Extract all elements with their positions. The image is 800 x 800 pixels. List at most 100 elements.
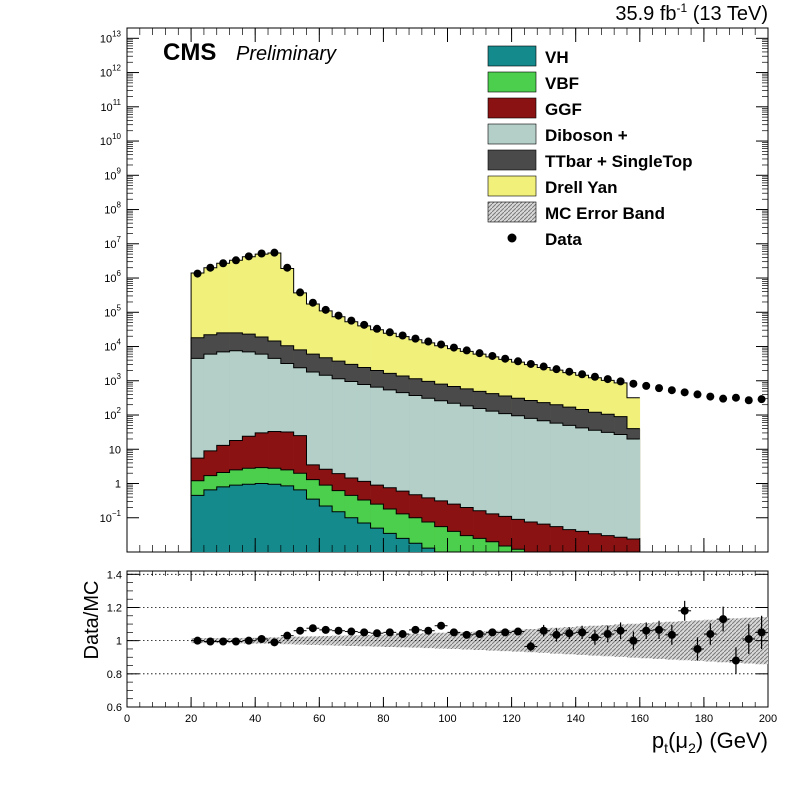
histogram-bar: [344, 517, 359, 552]
histogram-bar: [447, 531, 461, 552]
ratio-data-point: [565, 629, 574, 638]
x-tick-label: 40: [249, 713, 261, 725]
data-point: [231, 256, 240, 265]
data-point: [552, 365, 561, 374]
legend-label: MC Error Band: [545, 204, 665, 223]
y-tick-label: 1: [115, 479, 121, 491]
histogram-outline: [190, 350, 640, 552]
histogram-bar: [409, 543, 423, 552]
histogram-bar: [203, 489, 218, 552]
data-point: [347, 316, 356, 325]
data-point: [244, 252, 253, 261]
ratio-data-point: [283, 631, 292, 640]
x-axis-title: pt(μ2) (GeV): [652, 728, 768, 756]
data-point: [488, 351, 497, 360]
ratio-data-point: [308, 624, 317, 633]
ratio-data-point: [719, 615, 728, 624]
ratio-data-point: [296, 626, 305, 635]
x-tick-label: 80: [377, 713, 389, 725]
ratio-data-point: [385, 628, 394, 637]
cms-label: CMS: [163, 39, 216, 66]
histogram-bar: [421, 548, 435, 552]
ratio-data-point: [539, 626, 548, 635]
histogram-bar: [383, 533, 397, 552]
histogram-outline: [190, 467, 640, 552]
ratio-data-point: [731, 656, 740, 665]
data-point: [475, 349, 484, 358]
data-point: [270, 248, 279, 257]
y-tick-label: 1011: [100, 98, 121, 114]
histogram-outline: [190, 483, 640, 552]
data-point: [719, 394, 728, 403]
x-tick-label: 20: [185, 713, 197, 725]
histogram-bar: [601, 535, 615, 552]
histogram-bar: [550, 423, 564, 552]
ratio-y-tick-label: 1.4: [107, 569, 122, 581]
data-point: [193, 269, 202, 278]
ratio-axes: 0.6 0.8 1 1.2 1.4 0 20 40 60 80 100 120 140 160 180 200: [107, 569, 777, 725]
x-tick-label: 180: [695, 713, 713, 725]
data-point: [680, 388, 689, 397]
histogram-bar: [537, 524, 551, 552]
histogram-bar: [575, 531, 589, 552]
x-tick-label: 160: [631, 713, 649, 725]
data-point: [603, 375, 612, 384]
preliminary-label: Preliminary: [236, 43, 337, 65]
ratio-y-axis-title: Data/MC: [81, 581, 103, 660]
data-point: [757, 395, 766, 404]
ratio-data-point: [603, 630, 612, 639]
y-tick-label: 108: [104, 201, 121, 217]
legend-swatch: [487, 201, 537, 223]
legend-swatch: [487, 45, 537, 67]
legend-label: Drell Yan: [545, 178, 617, 197]
histogram-bar: [575, 427, 589, 552]
data-point: [501, 354, 510, 363]
legend-label: Data: [545, 230, 582, 249]
legend-data-marker: [507, 233, 517, 243]
data-point: [565, 367, 574, 376]
ratio-data-point: [372, 629, 381, 638]
y-tick-label: 10: [109, 444, 121, 456]
y-tick-label: 107: [104, 235, 121, 251]
ratio-data-point: [642, 626, 651, 635]
data-point: [578, 370, 587, 379]
data-points: [193, 248, 766, 405]
ratio-data-point: [526, 642, 535, 651]
ratio-y-tick-label: 0.6: [107, 702, 122, 714]
y-tick-label: 1013: [100, 29, 122, 45]
data-point: [731, 393, 740, 402]
histogram-bar: [306, 499, 320, 552]
ratio-data-point: [590, 633, 599, 642]
data-point: [629, 379, 638, 388]
legend-swatch: [487, 149, 537, 171]
histogram-bar: [473, 538, 487, 552]
ratio-y-tick-label: 1.2: [107, 602, 122, 614]
data-point: [257, 249, 266, 258]
y-tick-label: 109: [104, 166, 121, 182]
histogram-bar: [434, 526, 448, 552]
data-point: [655, 384, 664, 393]
data-point: [616, 377, 625, 386]
histogram-bar: [511, 519, 525, 552]
main-y-axis: 10−1 1 10 102 103 104 105 106 107 108 109 1010 1011 1…: [100, 28, 769, 552]
ratio-data-point: [501, 628, 510, 637]
data-point: [372, 324, 381, 333]
histogram-bar: [626, 438, 641, 552]
x-tick-label: 100: [438, 713, 456, 725]
ratio-data-point: [424, 626, 433, 635]
histogram-bar: [357, 523, 371, 552]
data-point: [706, 392, 715, 401]
histogram-bar: [511, 549, 525, 552]
lumi-label: 35.9 fb-1 (13 TeV): [615, 1, 768, 25]
histogram-bar: [537, 420, 551, 552]
data-point: [539, 362, 548, 371]
data-point: [334, 311, 343, 320]
ratio-data-point: [398, 630, 407, 639]
ratio-data-point: [360, 628, 369, 637]
data-point: [514, 357, 523, 366]
ratio-data-point: [231, 637, 240, 646]
data-point: [449, 343, 458, 352]
ratio-data-point: [655, 625, 664, 634]
x-tick-label: 120: [502, 713, 520, 725]
